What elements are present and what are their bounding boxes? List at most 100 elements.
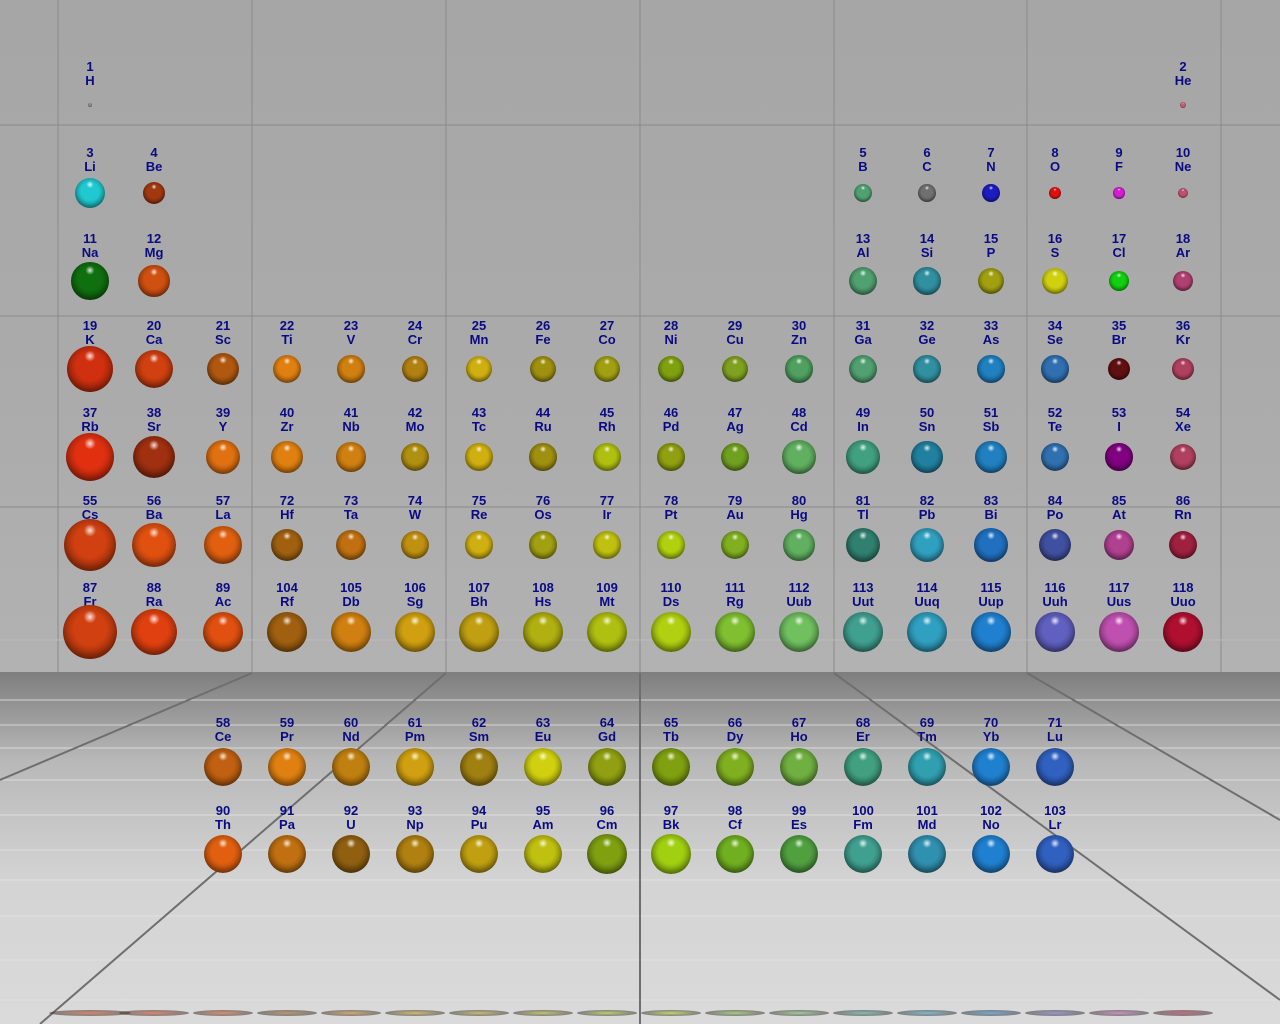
element-label-uub[interactable]: 112 Uub — [767, 581, 831, 609]
element-label-ru[interactable]: 44 Ru — [511, 406, 575, 434]
element-sphere-te[interactable] — [1040, 442, 1070, 472]
element-sphere-hg[interactable] — [783, 529, 815, 561]
element-sphere-sn[interactable] — [911, 441, 943, 473]
element-sphere-sg[interactable] — [395, 612, 435, 652]
element-label-co[interactable]: 27 Co — [575, 319, 639, 347]
element-sphere-fm[interactable] — [843, 834, 883, 874]
element-label-nd[interactable]: 60 Nd — [319, 716, 383, 744]
element-sphere-cr[interactable] — [402, 356, 428, 382]
element-sphere-tm[interactable] — [907, 747, 947, 787]
element-label-er[interactable]: 68 Er — [831, 716, 895, 744]
element-sphere-uuq[interactable] — [907, 612, 947, 652]
element-label-db[interactable]: 105 Db — [319, 581, 383, 609]
element-label-tb[interactable]: 65 Tb — [639, 716, 703, 744]
element-label-ac[interactable]: 89 Ac — [191, 581, 255, 609]
element-sphere-n[interactable] — [982, 184, 1000, 202]
element-sphere-co[interactable] — [594, 356, 620, 382]
element-label-al[interactable]: 13 Al — [831, 232, 895, 260]
element-sphere-gd[interactable] — [587, 747, 627, 787]
element-label-ca[interactable]: 20 Ca — [122, 319, 186, 347]
element-sphere-mg[interactable] — [138, 265, 170, 297]
element-sphere-yb[interactable] — [971, 747, 1011, 787]
element-sphere-mo[interactable] — [400, 442, 430, 472]
element-sphere-ir[interactable] — [593, 531, 621, 559]
element-label-ir[interactable]: 77 Ir — [575, 494, 639, 522]
element-sphere-la[interactable] — [204, 526, 242, 564]
element-label-na[interactable]: 11 Na — [58, 232, 122, 260]
element-label-fe[interactable]: 26 Fe — [511, 319, 575, 347]
element-label-sc[interactable]: 21 Sc — [191, 319, 255, 347]
element-label-ga[interactable]: 31 Ga — [831, 319, 895, 347]
element-sphere-no[interactable] — [971, 834, 1011, 874]
element-sphere-o[interactable] — [1048, 186, 1062, 200]
element-sphere-ds[interactable] — [651, 612, 691, 652]
element-sphere-cf[interactable] — [715, 834, 755, 874]
element-sphere-ti[interactable] — [272, 354, 302, 384]
element-label-bh[interactable]: 107 Bh — [447, 581, 511, 609]
element-sphere-be[interactable] — [143, 182, 165, 204]
element-sphere-rb[interactable] — [66, 433, 114, 481]
element-label-dy[interactable]: 66 Dy — [703, 716, 767, 744]
element-label-uuq[interactable]: 114 Uuq — [895, 581, 959, 609]
element-label-au[interactable]: 79 Au — [703, 494, 767, 522]
element-label-se[interactable]: 34 Se — [1023, 319, 1087, 347]
element-label-pu[interactable]: 94 Pu — [447, 804, 511, 832]
element-sphere-rn[interactable] — [1168, 530, 1198, 560]
element-label-ne[interactable]: 10 Ne — [1151, 146, 1215, 174]
element-label-pm[interactable]: 61 Pm — [383, 716, 447, 744]
element-sphere-eu[interactable] — [523, 747, 563, 787]
element-label-ag[interactable]: 47 Ag — [703, 406, 767, 434]
element-label-xe[interactable]: 54 Xe — [1151, 406, 1215, 434]
element-sphere-au[interactable] — [720, 530, 750, 560]
element-label-hg[interactable]: 80 Hg — [767, 494, 831, 522]
element-sphere-cu[interactable] — [722, 356, 748, 382]
element-label-uuo[interactable]: 118 Uuo — [1151, 581, 1215, 609]
element-sphere-ru[interactable] — [529, 443, 557, 471]
element-label-u[interactable]: 92 U — [319, 804, 383, 832]
element-label-be[interactable]: 4 Be — [122, 146, 186, 174]
element-label-at[interactable]: 85 At — [1087, 494, 1151, 522]
element-label-sg[interactable]: 106 Sg — [383, 581, 447, 609]
element-label-hs[interactable]: 108 Hs — [511, 581, 575, 609]
element-label-zn[interactable]: 30 Zn — [767, 319, 831, 347]
element-label-no[interactable]: 102 No — [959, 804, 1023, 832]
element-label-he[interactable]: 2 He — [1151, 60, 1215, 88]
element-sphere-c[interactable] — [918, 184, 936, 202]
element-sphere-uus[interactable] — [1099, 612, 1139, 652]
element-label-sb[interactable]: 51 Sb — [959, 406, 1023, 434]
element-label-kr[interactable]: 36 Kr — [1151, 319, 1215, 347]
element-sphere-uuo[interactable] — [1163, 612, 1203, 652]
element-label-tm[interactable]: 69 Tm — [895, 716, 959, 744]
element-label-mt[interactable]: 109 Mt — [575, 581, 639, 609]
element-label-cm[interactable]: 96 Cm — [575, 804, 639, 832]
element-sphere-zn[interactable] — [785, 355, 813, 383]
element-sphere-as[interactable] — [977, 355, 1005, 383]
element-label-cr[interactable]: 24 Cr — [383, 319, 447, 347]
element-sphere-am[interactable] — [523, 834, 563, 874]
element-label-ni[interactable]: 28 Ni — [639, 319, 703, 347]
element-label-zr[interactable]: 40 Zr — [255, 406, 319, 434]
element-label-ta[interactable]: 73 Ta — [319, 494, 383, 522]
element-sphere-pr[interactable] — [267, 747, 307, 787]
element-sphere-lr[interactable] — [1035, 834, 1075, 874]
element-label-bi[interactable]: 83 Bi — [959, 494, 1023, 522]
element-label-lu[interactable]: 71 Lu — [1023, 716, 1087, 744]
element-label-ds[interactable]: 110 Ds — [639, 581, 703, 609]
element-label-v[interactable]: 23 V — [319, 319, 383, 347]
element-sphere-se[interactable] — [1041, 355, 1069, 383]
element-sphere-sb[interactable] — [975, 441, 1007, 473]
element-sphere-ra[interactable] — [130, 608, 178, 656]
element-sphere-rg[interactable] — [715, 612, 755, 652]
element-sphere-ac[interactable] — [202, 611, 244, 653]
element-label-si[interactable]: 14 Si — [895, 232, 959, 260]
element-label-ge[interactable]: 32 Ge — [895, 319, 959, 347]
element-sphere-cd[interactable] — [782, 440, 816, 474]
element-sphere-p[interactable] — [978, 268, 1004, 294]
element-sphere-uup[interactable] — [971, 612, 1011, 652]
element-label-pr[interactable]: 59 Pr — [255, 716, 319, 744]
element-sphere-fr[interactable] — [62, 604, 118, 660]
element-label-os[interactable]: 76 Os — [511, 494, 575, 522]
element-label-nb[interactable]: 41 Nb — [319, 406, 383, 434]
element-label-uuh[interactable]: 116 Uuh — [1023, 581, 1087, 609]
